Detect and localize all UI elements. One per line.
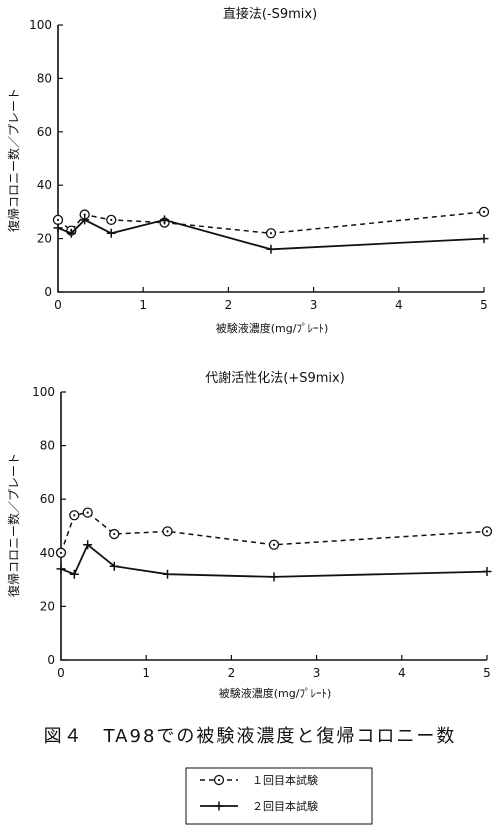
- x-tick-label: 4: [395, 298, 403, 312]
- data-point-plus: [269, 572, 279, 582]
- data-point-circle-dot: [272, 543, 276, 546]
- data-point-plus: [109, 561, 119, 571]
- x-tick-label: 5: [483, 666, 491, 680]
- data-point-plus: [266, 244, 276, 254]
- y-tick-label: 40: [37, 178, 52, 192]
- y-tick-label: 100: [32, 385, 55, 399]
- x-tick-label: 0: [57, 666, 65, 680]
- data-point-circle-dot: [73, 514, 76, 517]
- y-tick-label: 0: [44, 285, 52, 299]
- data-point-plus: [482, 567, 492, 577]
- x-tick-label: 4: [398, 666, 406, 680]
- data-point-plus: [160, 215, 169, 225]
- legend-circle-dot: [217, 778, 221, 782]
- data-point-plus: [106, 228, 116, 238]
- x-tick-label: 3: [313, 666, 321, 680]
- y-axis-label: 復帰コロニー数／プレート: [6, 453, 21, 597]
- data-point-plus: [83, 540, 93, 550]
- x-tick-label: 3: [310, 298, 318, 312]
- axes: [60, 392, 487, 661]
- data-point-plus: [69, 569, 79, 579]
- legend-plus-marker: [214, 801, 224, 811]
- data-point-plus: [53, 223, 63, 233]
- data-point-plus: [479, 234, 489, 244]
- x-tick-label: 2: [225, 298, 233, 312]
- data-point-circle-dot: [59, 551, 63, 554]
- y-tick-label: 40: [40, 546, 55, 560]
- legend-entry-2: ２回目本試験: [200, 799, 318, 813]
- y-tick-label: 20: [40, 599, 55, 613]
- y-tick-label: 20: [37, 232, 52, 246]
- y-tick-label: 80: [37, 71, 52, 85]
- x-tick-label: 1: [139, 298, 147, 312]
- data-point-circle-dot: [83, 213, 86, 216]
- legend-label: １回目本試験: [252, 773, 318, 787]
- data-point-circle-dot: [110, 218, 113, 222]
- data-point-plus: [56, 564, 66, 574]
- legend: １回目本試験 ２回目本試験: [185, 767, 373, 825]
- x-axis-label: 被験液濃度(mg/ﾌﾟﾚｰﾄ): [216, 321, 329, 335]
- data-point-circle-dot: [113, 532, 116, 536]
- legend-label: ２回目本試験: [252, 799, 318, 813]
- y-tick-label: 60: [40, 492, 55, 506]
- chart-title: 直接法(-S9mix): [223, 6, 317, 22]
- data-point-plus: [80, 215, 90, 225]
- x-tick-label: 2: [228, 666, 236, 680]
- y-tick-label: 60: [37, 125, 52, 139]
- y-tick-label: 0: [47, 653, 55, 667]
- data-point-circle-dot: [56, 218, 60, 222]
- x-tick-label: 1: [142, 666, 150, 680]
- data-point-plus: [163, 569, 172, 579]
- data-point-plus: [66, 228, 76, 238]
- legend-box: [185, 767, 373, 825]
- data-point-circle-dot: [482, 210, 486, 213]
- y-tick-label: 80: [40, 439, 55, 453]
- chart-direct-method: 直接法(-S9mix) 復帰コロニー数／プレート 被験液濃度(mg/ﾌﾟﾚｰﾄ)…: [6, 6, 490, 335]
- x-tick-label: 5: [480, 298, 488, 312]
- data-point-circle-dot: [269, 232, 273, 235]
- data-point-circle-dot: [166, 530, 169, 533]
- chart-title: 代謝活性化法(+S9mix): [205, 371, 345, 386]
- y-tick-label: 100: [29, 18, 52, 32]
- figure-caption: 図４ TA98での被験液濃度と復帰コロニー数: [44, 726, 457, 747]
- x-axis-label: 被験液濃度(mg/ﾌﾟﾚｰﾄ): [219, 686, 332, 700]
- x-tick-label: 0: [54, 298, 62, 312]
- data-point-circle-dot: [485, 530, 489, 533]
- data-point-circle-dot: [86, 511, 89, 514]
- legend-entry-1: １回目本試験: [200, 773, 318, 787]
- y-axis-label: 復帰コロニー数／プレート: [6, 88, 21, 232]
- chart-metabolic-activation-method: 代謝活性化法(+S9mix) 復帰コロニー数／プレート 被験液濃度(mg/ﾌﾟﾚ…: [6, 371, 493, 700]
